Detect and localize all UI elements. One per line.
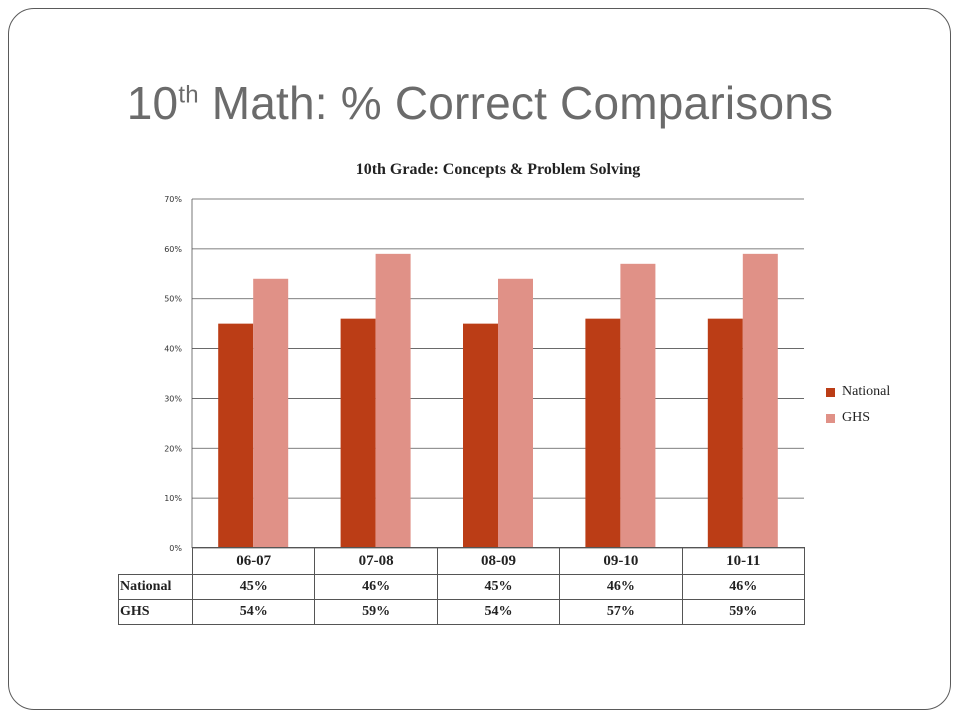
legend-item-ghs: GHS — [826, 409, 890, 427]
y-tick-label: 50% — [164, 295, 182, 304]
data-table-cell: 46% — [681, 574, 805, 600]
y-tick-label: 10% — [164, 494, 182, 503]
slide-title-superscript: th — [178, 81, 199, 109]
data-table-row-national: National 45% 46% 45% 46% 46% — [118, 574, 805, 600]
bar-national-07-08 — [340, 318, 376, 548]
y-tick-label: 30% — [164, 394, 182, 403]
legend-item-national: National — [826, 383, 890, 401]
slide-title-rest: Math: % Correct Comparisons — [198, 77, 834, 129]
data-table-row-label: National — [118, 574, 193, 600]
y-tick-label: 70% — [164, 195, 182, 204]
data-table-cell: 57% — [559, 599, 683, 625]
data-table-cell: 45% — [191, 574, 316, 600]
bar-national-10-11 — [707, 318, 743, 548]
data-table-row-ghs: GHS 54% 59% 54% 57% 59% — [118, 599, 805, 625]
data-table-cell: 46% — [314, 574, 438, 600]
data-table-category: 06-07 — [191, 547, 316, 575]
legend-label-national: National — [842, 384, 891, 399]
bar-ghs-06-07 — [253, 278, 289, 548]
slide-title-main: 10 — [126, 77, 179, 129]
y-tick-label: 60% — [164, 245, 182, 254]
bar-ghs-08-09 — [498, 278, 533, 548]
data-table-category: 07-08 — [314, 547, 438, 575]
data-table-category: 08-09 — [436, 547, 561, 575]
chart-data-table: 06-07 07-08 08-09 09-10 10-11 National 4… — [118, 547, 805, 625]
data-table-cell: 54% — [191, 599, 316, 625]
data-table-cell: 45% — [436, 574, 561, 600]
data-table-cell: 54% — [436, 599, 561, 625]
chart-legend: National GHS — [826, 383, 890, 435]
bar-ghs-09-10 — [620, 263, 656, 548]
slide-title: 10th Math: % Correct Comparisons — [0, 76, 960, 131]
data-table-category: 10-11 — [681, 547, 805, 575]
data-table-cell: 59% — [314, 599, 438, 625]
chart-title: 10th Grade: Concepts & Problem Solving — [355, 161, 641, 178]
data-table-row-label: GHS — [118, 599, 193, 625]
bar-national-08-09 — [463, 323, 498, 548]
bar-national-09-10 — [585, 318, 621, 548]
data-table-category: 09-10 — [559, 547, 683, 575]
legend-swatch-national — [826, 387, 835, 397]
legend-label-ghs: GHS — [842, 410, 871, 425]
legend-swatch-ghs — [826, 413, 835, 423]
bar-ghs-10-11 — [742, 253, 778, 549]
y-tick-label: 20% — [164, 444, 182, 453]
data-table-header-row: 06-07 07-08 08-09 09-10 10-11 — [118, 547, 805, 575]
data-table-cell: 59% — [681, 599, 805, 625]
data-table-corner — [118, 547, 193, 575]
bar-national-06-07 — [218, 323, 254, 548]
data-table-cell: 46% — [559, 574, 683, 600]
y-tick-label: 40% — [164, 345, 182, 354]
bar-ghs-07-08 — [375, 253, 411, 549]
